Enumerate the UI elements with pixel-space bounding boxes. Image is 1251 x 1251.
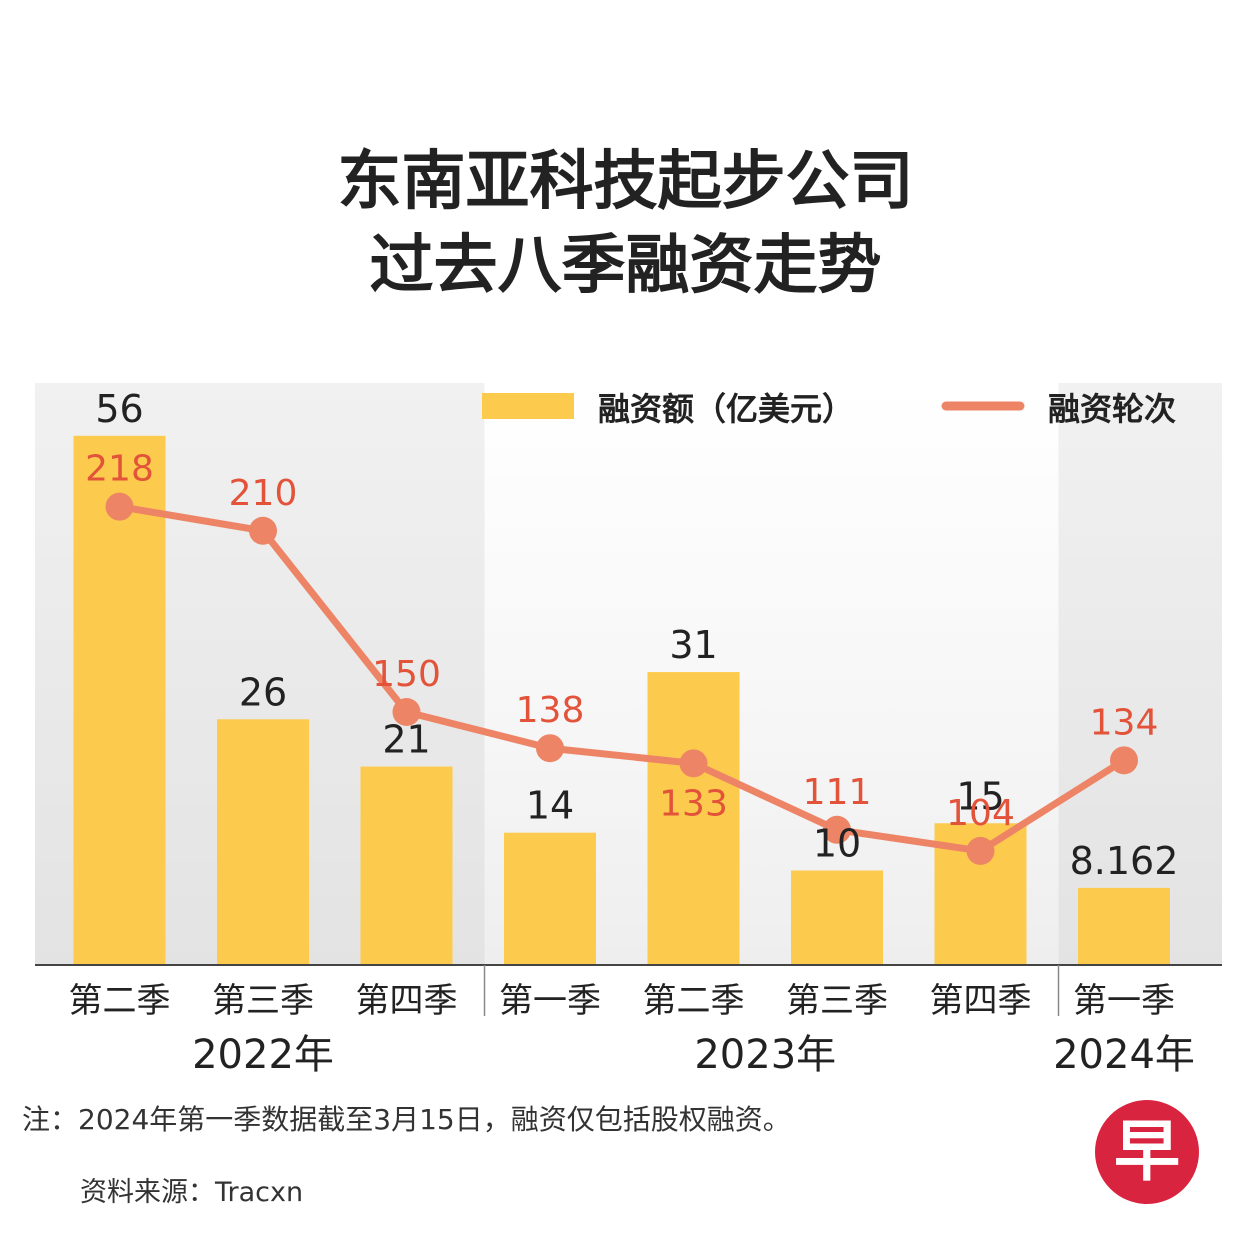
bar-value-label: 21 bbox=[382, 718, 430, 762]
funding-chart: 56 26 21 14 31 10 15 8.162 218 210 150 138 133 111 104… bbox=[35, 383, 1222, 1078]
rounds-point bbox=[392, 698, 421, 726]
rounds-point bbox=[536, 734, 564, 763]
legend-line-label: 融资轮次 bbox=[1048, 390, 1176, 428]
chart-title: 东南亚科技起步公司 过去八季融资走势 bbox=[0, 140, 1251, 308]
x-tick-label: 第一季 bbox=[1073, 981, 1175, 1021]
year-label: 2022年 bbox=[192, 1032, 334, 1078]
bar-value-label: 56 bbox=[95, 387, 143, 431]
x-tick-label: 第四季 bbox=[930, 981, 1032, 1021]
bar bbox=[504, 832, 596, 965]
bar-value-label: 14 bbox=[526, 784, 574, 828]
rounds-value-label: 210 bbox=[229, 473, 298, 514]
rounds-value-label: 218 bbox=[85, 449, 154, 490]
rounds-value-label: 150 bbox=[372, 654, 441, 695]
bar-value-label: 26 bbox=[239, 670, 287, 714]
bar-value-label: 10 bbox=[813, 822, 861, 866]
rounds-line bbox=[116, 503, 1128, 855]
source-note: 资料来源：Tracxn bbox=[80, 1177, 304, 1208]
x-tick-label: 第三季 bbox=[786, 981, 888, 1021]
rounds-point bbox=[249, 516, 277, 545]
bar-value-label: 31 bbox=[669, 623, 717, 667]
year-panel bbox=[1058, 383, 1222, 965]
rounds-point bbox=[1110, 746, 1138, 775]
title-line-2: 过去八季融资走势 bbox=[369, 229, 882, 303]
bar bbox=[647, 672, 740, 965]
year-label: 2023年 bbox=[694, 1032, 836, 1078]
rounds-value-label: 138 bbox=[516, 690, 585, 731]
rounds-point bbox=[105, 492, 134, 521]
x-tick-label: 第二季 bbox=[643, 981, 745, 1021]
x-tick-label: 第一季 bbox=[499, 981, 601, 1021]
rounds-point bbox=[679, 749, 708, 778]
title-line-1: 东南亚科技起步公司 bbox=[337, 145, 914, 219]
publisher-logo: 早 bbox=[1095, 1100, 1199, 1204]
rounds-value-label: 111 bbox=[803, 772, 872, 813]
legend-bar-swatch bbox=[482, 393, 574, 419]
x-tick-label: 第二季 bbox=[69, 981, 171, 1021]
x-tick-label: 第三季 bbox=[212, 981, 314, 1021]
rounds-value-label: 134 bbox=[1090, 702, 1159, 743]
year-label: 2024年 bbox=[1053, 1032, 1195, 1078]
footnote: 注：2024年第一季数据截至3月15日，融资仅包括股权融资。 bbox=[22, 1103, 791, 1136]
bar bbox=[791, 870, 883, 965]
bar bbox=[217, 719, 309, 965]
rounds-value-label: 104 bbox=[946, 793, 1015, 834]
bar bbox=[1078, 887, 1170, 965]
legend-bar-label: 融资额（亿美元） bbox=[598, 390, 854, 428]
rounds-point bbox=[966, 836, 995, 865]
x-tick-label: 第四季 bbox=[356, 981, 458, 1021]
rounds-point bbox=[823, 815, 851, 844]
bar bbox=[360, 766, 453, 965]
bar bbox=[73, 435, 166, 965]
bar-value-label: 8.162 bbox=[1070, 839, 1179, 883]
rounds-value-label: 133 bbox=[659, 783, 728, 824]
bar-value-label: 15 bbox=[956, 774, 1004, 818]
